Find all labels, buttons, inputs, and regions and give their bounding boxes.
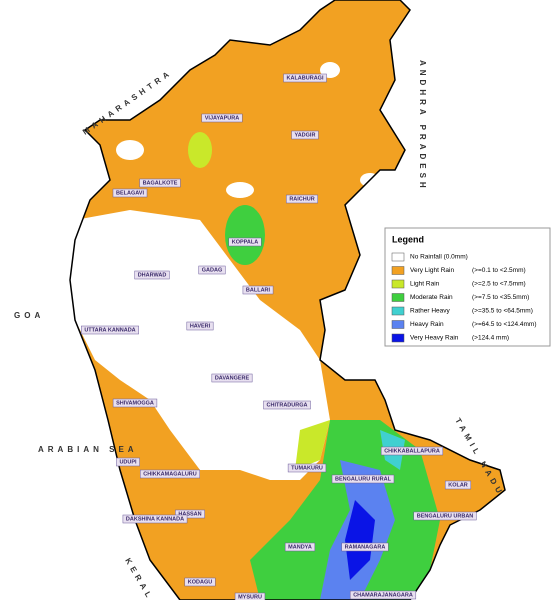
legend-box [384, 227, 551, 347]
district-box [380, 446, 444, 456]
district-box [116, 457, 140, 467]
district-box [444, 480, 472, 490]
district-box [287, 463, 327, 473]
district-label: CHAMARAJANAGARA [353, 592, 413, 598]
district-box [201, 113, 243, 123]
district-label: BENGALURU URBAN [417, 513, 474, 519]
district-label: CHIKKABALLAPURA [384, 448, 440, 454]
district-label: BELAGAVI [116, 190, 144, 196]
district-label: GADAG [202, 267, 222, 273]
district-box [242, 285, 274, 295]
legend-label: Light Rain [410, 281, 440, 288]
district-label: DAKSHINA KANNADA [126, 516, 184, 522]
district-label: BALLARI [246, 287, 271, 293]
legend-range: (>=2.5 to <7.5mm) [472, 281, 526, 288]
legend-range: (>124.4 mm) [472, 335, 509, 342]
district-label: KODAGU [188, 579, 212, 585]
district-box [186, 321, 214, 331]
district-label: KOLAR [448, 482, 468, 488]
region-label: ANDHRA PRADESH [418, 60, 427, 192]
legend: Legend No Rainfall (0.0mm) Very Light Rai… [384, 227, 551, 347]
district-box [341, 542, 389, 552]
district-box [139, 178, 181, 188]
district-label: YADGIR [295, 132, 316, 138]
district-label: DHARWAD [138, 272, 167, 278]
district-label: HASSAN [178, 511, 201, 517]
region-label: ARABIAN SEA [38, 445, 138, 454]
legend-swatch [391, 266, 405, 275]
district-box [140, 469, 200, 479]
labels: KALABURAGI VIJAYAPURA YADGIR BAGALKOTE BELAG… [14, 60, 506, 600]
district-box [184, 577, 216, 587]
district-label: KALABURAGI [287, 75, 324, 81]
district-box [263, 400, 311, 410]
district-box [286, 194, 318, 204]
district-label: CHIKKAMAGALURU [143, 471, 196, 477]
legend-range: (>=0.1 to <2.5mm) [472, 267, 526, 274]
legend-title: Legend [392, 234, 424, 244]
district-label: UDUPI [119, 459, 137, 465]
legend-swatch [391, 293, 405, 302]
district-label: TUMAKURU [291, 465, 323, 471]
legend-swatch [391, 306, 405, 316]
legend-label: Moderate Rain [410, 294, 453, 301]
legend-swatch [391, 320, 405, 329]
district-label: BENGALURU RURAL [335, 476, 392, 482]
district-label: BAGALKOTE [143, 180, 178, 186]
district-box [112, 188, 148, 198]
district-box [175, 509, 205, 519]
state-outline [69, 0, 506, 600]
district-box [134, 270, 170, 280]
district-box [291, 130, 319, 140]
district-label: KOPPALA [232, 239, 259, 245]
district-label: RAICHUR [289, 196, 314, 202]
legend-range: (>=64.5 to <124.4mm) [472, 321, 537, 328]
legend-range: (>=7.5 to <35.5mm) [472, 294, 529, 301]
legend-range: (>=35.5 to <64.5mm) [472, 308, 533, 315]
district-box [349, 590, 417, 600]
district-box [211, 373, 253, 383]
district-box [284, 542, 316, 552]
district-box [122, 514, 188, 524]
legend-swatch [391, 333, 405, 343]
legend-swatch [391, 279, 405, 289]
district-label: DAVANGERE [215, 375, 250, 381]
district-label: HAVERI [190, 323, 211, 329]
district-box [198, 265, 226, 275]
legend-label: Very Heavy Rain [410, 335, 459, 342]
district-label: MANDYA [288, 544, 312, 550]
legend-label: Heavy Rain [410, 321, 444, 328]
district-box [228, 237, 262, 247]
district-box [81, 325, 139, 335]
district-box [413, 511, 477, 521]
region-label: GOA [14, 311, 44, 320]
district-box [283, 73, 327, 83]
legend-label: Rather Heavy [410, 308, 450, 315]
legend-swatch [391, 252, 405, 262]
district-label: SHIVAMOGGA [116, 400, 154, 406]
district-label: VIJAYAPURA [205, 115, 239, 121]
district-label: MYSURU [238, 594, 262, 600]
district-label: RAMANAGARA [345, 544, 386, 550]
district-box [112, 398, 158, 408]
legend-label: No Rainfall (0.0mm) [410, 254, 468, 261]
district-box [234, 592, 266, 600]
district-label: CHITRADURGA [267, 402, 308, 408]
district-box [331, 474, 395, 484]
legend-label: Very Light Rain [410, 267, 454, 274]
district-label: UTTARA KANNADA [84, 327, 135, 333]
